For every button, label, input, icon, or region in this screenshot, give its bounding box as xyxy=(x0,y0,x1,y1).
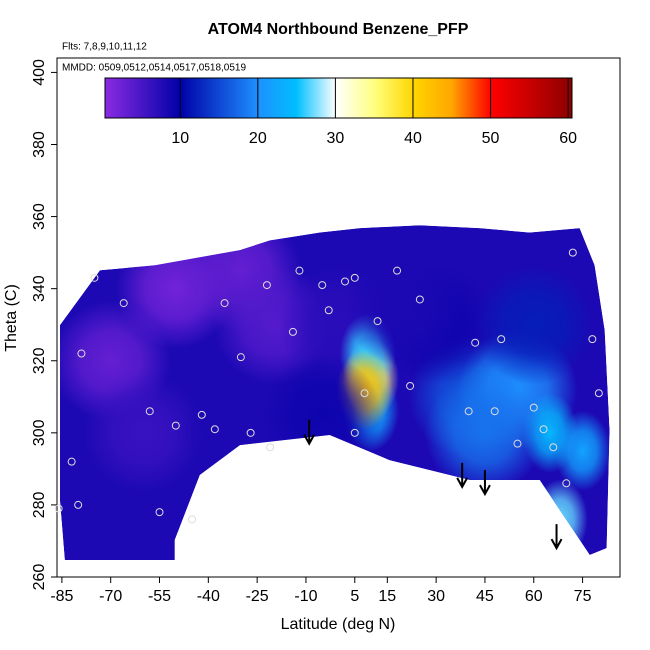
x-tick-label: 60 xyxy=(525,588,543,605)
y-tick-label: 340 xyxy=(31,275,48,302)
observation xyxy=(266,443,275,452)
observation xyxy=(90,273,99,282)
observation xyxy=(393,266,402,275)
observation xyxy=(497,335,506,344)
arrow xyxy=(479,470,491,497)
observation xyxy=(210,425,219,434)
x-tick-label: -10 xyxy=(294,588,317,605)
observation xyxy=(77,349,86,358)
x-tick-label: -25 xyxy=(246,588,269,605)
field-cell xyxy=(83,372,204,493)
x-tick-label: 5 xyxy=(350,588,359,605)
x-tick-label: -40 xyxy=(197,588,220,605)
observation xyxy=(74,500,83,509)
observation xyxy=(360,389,369,398)
colorbar-tick-label: 50 xyxy=(482,130,500,147)
observation xyxy=(539,425,548,434)
colorbar-segment xyxy=(105,78,181,118)
arrow xyxy=(550,524,563,551)
observation xyxy=(262,281,271,290)
x-tick-label: 75 xyxy=(574,588,592,605)
y-tick-label: 320 xyxy=(31,347,48,374)
observation xyxy=(288,327,297,336)
colorbar-segment xyxy=(412,78,453,118)
observation xyxy=(236,353,245,362)
observation xyxy=(295,266,304,275)
colorbar-tick-label: 20 xyxy=(249,130,267,147)
colorbar-segment xyxy=(374,78,414,118)
x-axis-label: Latitude (deg N) xyxy=(281,616,396,633)
x-tick-label: -85 xyxy=(50,588,73,605)
flights-note: Flts: 7,8,9,10,11,12 xyxy=(62,42,147,53)
colorbar-tick-label: 40 xyxy=(404,130,422,147)
observation xyxy=(471,338,480,347)
x-tick-label: 30 xyxy=(427,588,445,605)
x-tick-label: -70 xyxy=(99,588,122,605)
dates-note: MMDD: 0509,0512,0514,0517,0518,0519 xyxy=(62,63,246,74)
observation xyxy=(568,248,577,257)
observation xyxy=(350,428,359,437)
field-cell xyxy=(424,372,545,493)
colorbar-segment xyxy=(451,78,492,118)
y-axis-label: Theta (C) xyxy=(3,284,20,352)
observation xyxy=(54,504,63,513)
arrow xyxy=(456,462,469,489)
observation xyxy=(318,281,327,290)
colorbar-segment xyxy=(335,78,375,118)
arrow xyxy=(303,419,316,446)
colorbar-tick-label: 10 xyxy=(171,130,189,147)
x-tick-label: 45 xyxy=(476,588,494,605)
observation xyxy=(119,299,128,308)
observation xyxy=(171,421,180,430)
observation xyxy=(246,428,255,437)
y-tick-label: 400 xyxy=(31,59,48,86)
observation xyxy=(549,443,558,452)
observation xyxy=(350,273,359,282)
colorbar-frame xyxy=(104,77,573,119)
colorbar-segment xyxy=(490,78,573,118)
observation xyxy=(324,306,333,315)
field-cell xyxy=(531,479,588,560)
colorbar-segment xyxy=(257,78,298,118)
y-tick-label: 360 xyxy=(31,203,48,230)
observation xyxy=(67,457,76,466)
field xyxy=(59,225,610,561)
observation xyxy=(529,403,538,412)
x-tick-label: 15 xyxy=(378,588,396,605)
observation xyxy=(594,389,603,398)
observation xyxy=(513,439,522,448)
chart-title: ATOM4 Northbound Benzene_PFP xyxy=(208,21,469,38)
colorbar-segment xyxy=(296,78,336,118)
observation xyxy=(415,295,424,304)
observation xyxy=(197,410,206,419)
y-tick-label: 380 xyxy=(31,131,48,158)
y-tick-label: 280 xyxy=(31,491,48,518)
observation xyxy=(220,299,229,308)
y-tick-label: 260 xyxy=(31,564,48,591)
field-cell xyxy=(554,410,610,491)
colorbar-tick-label: 30 xyxy=(326,130,344,147)
observation xyxy=(188,515,197,524)
field-cell xyxy=(343,246,464,367)
observation xyxy=(145,407,154,416)
colorbar-segment xyxy=(180,78,259,118)
observation xyxy=(490,407,499,416)
observation xyxy=(155,508,164,517)
observation xyxy=(464,407,473,416)
x-tick-label: -55 xyxy=(148,588,171,605)
plot-frame xyxy=(56,57,621,578)
field-cell xyxy=(262,354,383,475)
y-tick-label: 300 xyxy=(31,419,48,446)
field-cell xyxy=(473,264,594,385)
observation xyxy=(341,277,350,286)
colorbar-tick-label: 60 xyxy=(559,130,577,147)
observation xyxy=(373,317,382,326)
observation xyxy=(562,479,571,488)
observation xyxy=(588,335,597,344)
observation xyxy=(406,381,415,390)
